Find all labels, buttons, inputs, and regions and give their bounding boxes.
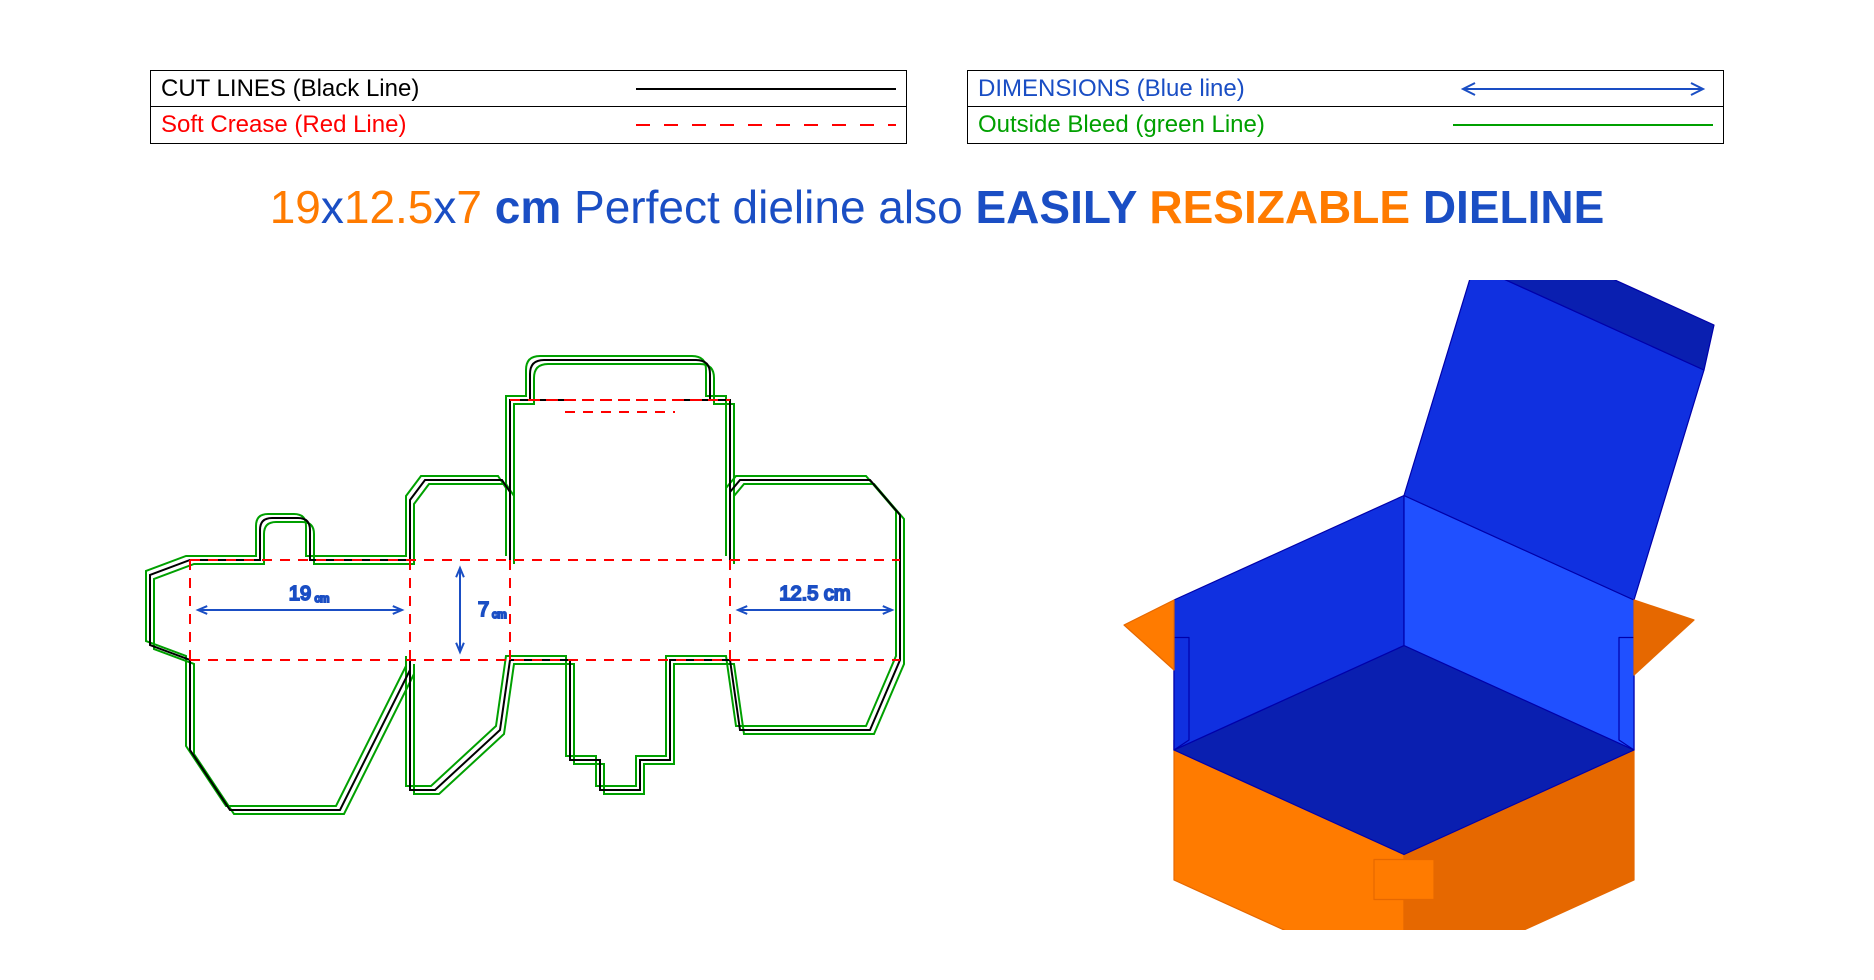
headline-part: DIELINE <box>1423 181 1604 233</box>
headline-part: 7 <box>456 181 494 233</box>
headline-part: 12.5 <box>344 181 434 233</box>
svg-text:19: 19 <box>289 583 311 605</box>
headline-part: RESIZABLE <box>1149 181 1422 233</box>
headline: 19x12.5x7 cm Perfect dieline also EASILY… <box>0 180 1874 234</box>
headline-part: Perfect dieline also <box>574 181 975 233</box>
legend-row-cutlines: CUT LINES (Black Line) <box>151 71 906 107</box>
legend-label: Soft Crease (Red Line) <box>161 111 636 139</box>
headline-part: cm <box>495 181 574 233</box>
legend-container: CUT LINES (Black Line) Soft Crease (Red … <box>150 70 1724 144</box>
legend-sample-dashed-red <box>636 115 896 135</box>
legend-label: DIMENSIONS (Blue line) <box>978 75 1453 103</box>
legend-sample-solid-green <box>1453 115 1713 135</box>
legend-table-left: CUT LINES (Black Line) Soft Crease (Red … <box>150 70 907 144</box>
headline-part: x <box>321 181 344 233</box>
svg-text:12.5 cm: 12.5 cm <box>779 583 850 605</box>
svg-text:cm: cm <box>492 609 507 621</box>
legend-table-right: DIMENSIONS (Blue line) Outside Bleed (gr… <box>967 70 1724 144</box>
legend-label: CUT LINES (Black Line) <box>161 75 636 103</box>
headline-part: x <box>433 181 456 233</box>
box-3d-render <box>1074 280 1774 930</box>
svg-text:cm: cm <box>315 593 330 605</box>
legend-row-dimensions: DIMENSIONS (Blue line) <box>968 71 1723 107</box>
legend-label: Outside Bleed (green Line) <box>978 111 1453 139</box>
dieline-flat: 19cm7cm12.5 cm <box>120 300 970 880</box>
legend-sample-arrow-blue <box>1453 79 1713 99</box>
svg-text:7: 7 <box>478 599 489 621</box>
headline-part: EASILY <box>975 181 1149 233</box>
legend-sample-solid-black <box>636 79 896 99</box>
legend-row-crease: Soft Crease (Red Line) <box>151 107 906 143</box>
headline-part: 19 <box>270 181 321 233</box>
legend-row-bleed: Outside Bleed (green Line) <box>968 107 1723 143</box>
